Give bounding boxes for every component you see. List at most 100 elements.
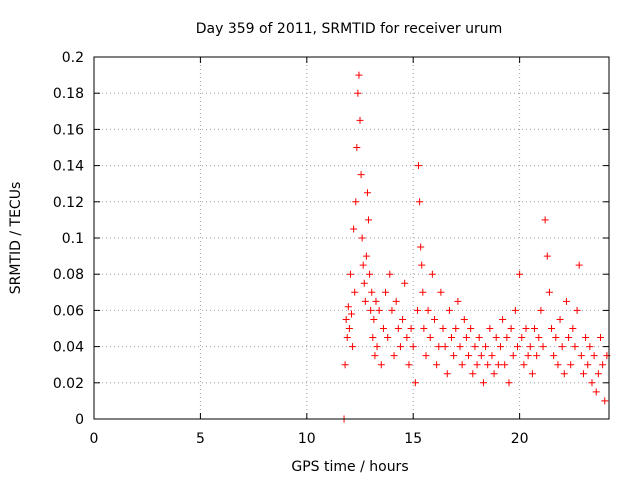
data-point — [430, 315, 438, 323]
data-point — [503, 334, 511, 342]
data-point — [363, 189, 371, 197]
y-tick-label: 0.04 — [53, 340, 84, 356]
data-point — [365, 216, 373, 224]
data-point — [460, 315, 468, 323]
x-tick-label: 15 — [404, 431, 422, 447]
data-point — [351, 288, 359, 296]
data-point — [352, 198, 360, 206]
data-point — [471, 343, 479, 351]
data-point — [405, 361, 413, 369]
data-point — [386, 270, 394, 278]
x-axis-title: GPS time / hours — [291, 459, 408, 475]
data-point — [486, 325, 494, 332]
y-tick-label: 0.06 — [53, 303, 84, 319]
data-point — [522, 325, 530, 332]
data-point — [349, 343, 357, 351]
data-point — [584, 361, 592, 369]
data-point — [341, 361, 349, 369]
data-point — [562, 297, 570, 305]
data-point — [539, 343, 547, 351]
data-point — [535, 334, 543, 342]
y-tick-label: 0.02 — [53, 376, 84, 392]
data-point — [420, 325, 428, 332]
data-point — [373, 343, 381, 351]
data-point — [401, 279, 409, 287]
data-point — [433, 361, 441, 369]
data-point — [565, 334, 573, 342]
y-tick-label: 0.08 — [53, 267, 84, 283]
data-point — [550, 352, 558, 360]
x-tick-label: 0 — [90, 431, 99, 447]
data-point — [590, 352, 598, 360]
data-point — [479, 379, 487, 387]
data-point — [596, 334, 604, 342]
data-point — [370, 315, 378, 323]
data-point — [415, 162, 423, 170]
data-point — [507, 325, 515, 332]
chart-title: Day 359 of 2011, SRMTID for receiver uru… — [196, 21, 503, 37]
data-point — [569, 325, 577, 332]
data-point — [541, 216, 549, 224]
data-point — [419, 288, 427, 296]
data-point — [556, 315, 564, 323]
data-point — [368, 288, 376, 296]
data-point — [441, 343, 449, 351]
data-point — [492, 334, 500, 342]
data-point — [407, 325, 415, 332]
data-point — [375, 306, 383, 314]
y-tick-label: 0.16 — [53, 122, 84, 138]
data-point — [499, 315, 507, 323]
data-point — [358, 234, 366, 242]
data-point — [469, 370, 477, 378]
data-point — [450, 352, 458, 360]
data-point — [509, 352, 517, 360]
data-point — [601, 397, 609, 405]
data-point — [390, 352, 398, 360]
data-point — [413, 306, 421, 314]
data-point — [520, 361, 528, 369]
data-point — [528, 370, 536, 378]
data-point — [582, 334, 590, 342]
data-point — [482, 343, 490, 351]
y-tick-label: 0 — [75, 412, 84, 428]
data-points — [340, 71, 611, 423]
data-point — [458, 361, 466, 369]
data-point — [477, 352, 485, 360]
data-point — [452, 325, 460, 332]
data-point — [445, 306, 453, 314]
data-point — [350, 225, 358, 233]
data-point — [356, 116, 364, 124]
data-point — [473, 361, 481, 369]
data-point — [599, 361, 607, 369]
data-point — [484, 361, 492, 369]
data-point — [543, 252, 551, 260]
data-point — [567, 361, 575, 369]
data-point — [388, 306, 396, 314]
data-point — [360, 279, 368, 287]
data-point — [496, 343, 504, 351]
data-point — [443, 370, 451, 378]
data-point — [518, 334, 526, 342]
data-point — [465, 352, 473, 360]
data-point — [379, 325, 387, 332]
data-point — [454, 297, 462, 305]
data-point — [524, 352, 532, 360]
data-point — [437, 288, 445, 296]
data-point — [409, 343, 417, 351]
data-point — [513, 343, 521, 351]
data-point — [417, 243, 425, 251]
data-point — [357, 171, 365, 179]
y-tick-label: 0.2 — [62, 50, 84, 66]
data-point — [343, 334, 351, 342]
data-point — [403, 334, 411, 342]
y-axis-title: SRMTID / TECUs — [8, 182, 24, 295]
data-point — [594, 370, 602, 378]
data-point — [371, 352, 379, 360]
y-tick-label: 0.12 — [53, 195, 84, 211]
data-point — [384, 334, 392, 342]
data-point — [573, 306, 581, 314]
data-point — [552, 334, 560, 342]
data-point — [554, 361, 562, 369]
data-point — [369, 334, 377, 342]
